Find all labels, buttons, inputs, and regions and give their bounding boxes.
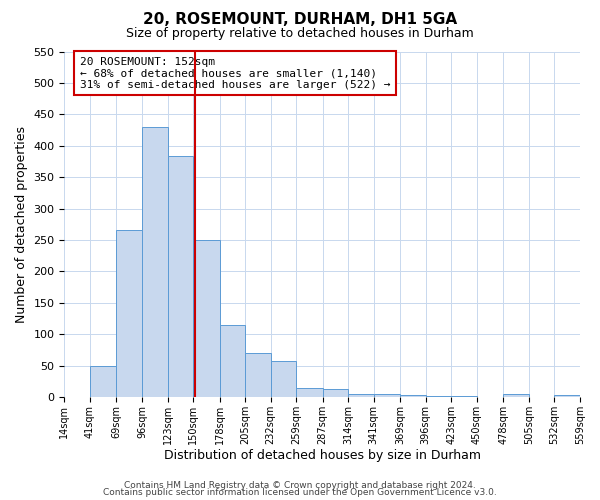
Text: Contains public sector information licensed under the Open Government Licence v3: Contains public sector information licen… bbox=[103, 488, 497, 497]
Bar bbox=[503, 394, 529, 397]
Bar bbox=[554, 395, 580, 397]
Bar bbox=[271, 360, 296, 397]
Bar bbox=[296, 388, 323, 397]
Text: 20 ROSEMOUNT: 152sqm
← 68% of detached houses are smaller (1,140)
31% of semi-de: 20 ROSEMOUNT: 152sqm ← 68% of detached h… bbox=[80, 56, 391, 90]
Bar bbox=[116, 230, 142, 397]
Bar bbox=[167, 156, 193, 397]
Bar bbox=[142, 127, 167, 397]
Bar bbox=[451, 396, 477, 397]
Bar bbox=[348, 394, 374, 397]
X-axis label: Distribution of detached houses by size in Durham: Distribution of detached houses by size … bbox=[164, 450, 481, 462]
Text: Contains HM Land Registry data © Crown copyright and database right 2024.: Contains HM Land Registry data © Crown c… bbox=[124, 480, 476, 490]
Bar bbox=[374, 394, 400, 397]
Bar bbox=[245, 353, 271, 397]
Text: Size of property relative to detached houses in Durham: Size of property relative to detached ho… bbox=[126, 28, 474, 40]
Bar bbox=[400, 395, 426, 397]
Bar bbox=[193, 240, 220, 397]
Y-axis label: Number of detached properties: Number of detached properties bbox=[15, 126, 28, 322]
Bar bbox=[323, 389, 348, 397]
Bar bbox=[90, 366, 116, 397]
Bar bbox=[220, 324, 245, 397]
Bar bbox=[426, 396, 451, 397]
Text: 20, ROSEMOUNT, DURHAM, DH1 5GA: 20, ROSEMOUNT, DURHAM, DH1 5GA bbox=[143, 12, 457, 28]
